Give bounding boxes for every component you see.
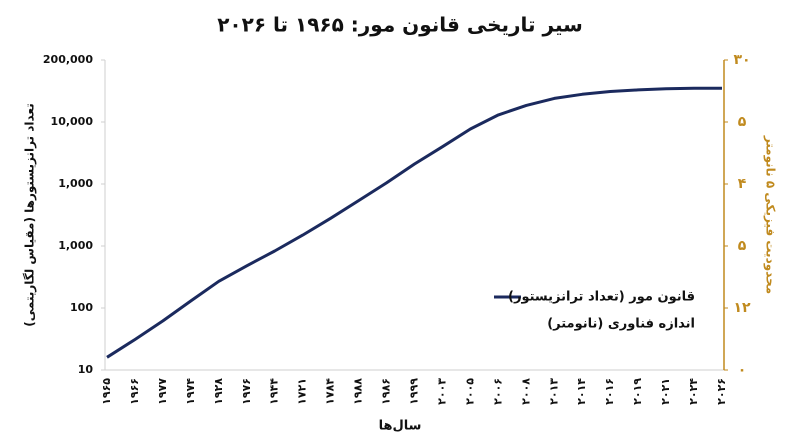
y-tick-label: 1,000 — [58, 239, 93, 252]
y2-tick-label: ۵ — [738, 114, 747, 130]
x-axis-label: سال‌ها — [379, 419, 422, 434]
series-line — [106, 86, 722, 359]
chart-title: سیر تاریخی قانون مور: ۱۹۶۵ تا ۲۰۲۶ — [217, 13, 583, 37]
y-tick-label: 10,000 — [51, 115, 94, 128]
x-tick-label: ۱۹۸۶ — [380, 378, 393, 405]
x-tick-label: ۱۷۸۴ — [324, 378, 337, 405]
y-tick-label: 200,000 — [43, 53, 93, 66]
y2-tick-label: ۱۲ — [733, 300, 751, 316]
x-tick-label: ۲۰۰۶ — [491, 378, 504, 405]
y2-tick-label: ۵ — [738, 238, 747, 254]
legend-label: قانون مور (تعداد ترانزیستور) — [508, 290, 695, 305]
x-tick-label: ۱۹۷۶ — [240, 378, 253, 405]
y-axis-label: تعداد ترانزیستورها (مقیاس لگاریتمی) — [23, 103, 38, 326]
x-tick-label: ۲۰۱۳ — [547, 378, 560, 405]
y-tick-label: 10 — [78, 363, 94, 376]
x-tick-label: ۲۰۱۶ — [603, 378, 616, 405]
x-tick-label: ۲۰۲۱ — [659, 378, 672, 405]
x-tick-label: ۲۰۰۸ — [519, 378, 532, 405]
x-tick-label: ۱۹۹۹ — [408, 378, 421, 405]
x-tick-label: ۲۰۲۴ — [687, 378, 700, 405]
y2-tick-label: ۳۰ — [733, 52, 750, 68]
y2-tick-label: ۴ — [738, 176, 747, 192]
y-tick-label: 1,000 — [58, 177, 93, 190]
x-tick-label: ۱۹۶۶ — [128, 378, 141, 405]
x-tick-label: ۲۰۱۴ — [575, 378, 588, 405]
legend-label: اندازه فناوری (نانومتر) — [547, 317, 695, 332]
x-tick-label: ۲۰۰۵ — [463, 378, 476, 405]
x-tick-label: ۲۰۱۹ — [631, 378, 644, 405]
x-tick-label: ۱۹۷۴ — [184, 378, 197, 405]
x-tick-label: ۱۷۲۱ — [296, 378, 309, 405]
y2-tick-label: ۰ — [738, 362, 747, 378]
x-tick-label: ۱۹۷۷ — [156, 378, 169, 405]
x-tick-label: ۱۹۲۸ — [212, 378, 225, 405]
y2-axis-label: محدودیت فیزیکی ۵ نانومتر — [763, 135, 778, 294]
x-tick-label: ۱۹۶۵ — [100, 378, 113, 405]
x-tick-label: ۱۹۸۸ — [352, 378, 365, 405]
x-tick-label: ۱۹۴۴ — [268, 378, 281, 405]
y-tick-label: 100 — [70, 301, 93, 314]
x-tick-label: ۲۰۰۳ — [435, 378, 448, 405]
x-tick-label: ۲۰۲۶ — [715, 378, 728, 405]
